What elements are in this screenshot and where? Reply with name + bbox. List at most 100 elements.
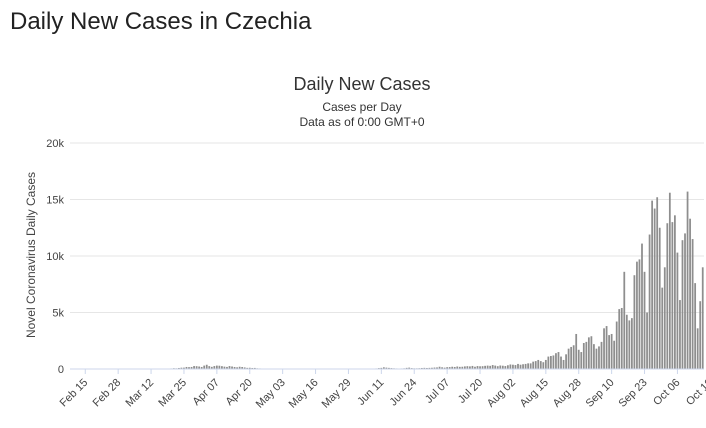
bar[interactable]	[689, 218, 691, 369]
bar[interactable]	[537, 359, 540, 369]
bar[interactable]	[651, 200, 654, 369]
bar[interactable]	[382, 367, 385, 369]
bar[interactable]	[185, 366, 188, 369]
bar[interactable]	[694, 283, 697, 369]
bar[interactable]	[524, 363, 527, 369]
bar[interactable]	[552, 355, 555, 369]
bar[interactable]	[496, 366, 499, 369]
bar[interactable]	[534, 361, 537, 369]
bar[interactable]	[580, 352, 583, 369]
bar[interactable]	[625, 314, 628, 369]
bar[interactable]	[466, 366, 469, 369]
bar[interactable]	[241, 367, 244, 369]
bar[interactable]	[699, 301, 702, 369]
bar[interactable]	[178, 367, 180, 369]
bar[interactable]	[555, 353, 557, 369]
bar[interactable]	[479, 366, 481, 369]
bar[interactable]	[517, 363, 519, 369]
bar[interactable]	[701, 267, 704, 369]
bar[interactable]	[458, 366, 461, 369]
bar[interactable]	[653, 208, 656, 369]
bar[interactable]	[661, 287, 664, 369]
bar[interactable]	[183, 367, 185, 369]
bar[interactable]	[577, 349, 580, 369]
bar[interactable]	[380, 367, 383, 369]
bar[interactable]	[648, 234, 651, 369]
bar[interactable]	[562, 359, 565, 369]
bar[interactable]	[200, 366, 203, 369]
bar[interactable]	[223, 366, 226, 369]
bar[interactable]	[474, 366, 476, 369]
bar[interactable]	[180, 367, 183, 369]
bar[interactable]	[691, 239, 694, 369]
bar[interactable]	[630, 318, 633, 369]
bar[interactable]	[590, 336, 593, 369]
bar[interactable]	[636, 261, 638, 369]
bar[interactable]	[598, 346, 600, 369]
bar[interactable]	[572, 345, 575, 369]
bar[interactable]	[426, 367, 428, 369]
bar[interactable]	[205, 364, 208, 369]
bar[interactable]	[557, 352, 560, 369]
bar[interactable]	[547, 356, 550, 369]
bar[interactable]	[489, 365, 492, 369]
bar[interactable]	[638, 259, 641, 369]
bar[interactable]	[448, 367, 451, 369]
bar[interactable]	[593, 344, 595, 369]
bar[interactable]	[620, 307, 623, 369]
bar[interactable]	[193, 366, 195, 369]
bar[interactable]	[253, 367, 256, 369]
bar[interactable]	[494, 365, 497, 369]
bar[interactable]	[565, 354, 567, 369]
bar[interactable]	[567, 348, 570, 369]
bar[interactable]	[238, 366, 241, 369]
bar[interactable]	[560, 356, 562, 369]
bar[interactable]	[663, 267, 666, 369]
bar[interactable]	[506, 365, 509, 369]
bar[interactable]	[509, 364, 512, 369]
bar[interactable]	[527, 363, 530, 369]
bar[interactable]	[423, 367, 426, 369]
bar[interactable]	[643, 271, 646, 369]
bar[interactable]	[243, 367, 246, 369]
bar[interactable]	[696, 328, 699, 369]
bar[interactable]	[633, 275, 636, 369]
bar[interactable]	[218, 365, 221, 369]
bar[interactable]	[385, 367, 388, 369]
bar[interactable]	[550, 356, 552, 369]
bar[interactable]	[408, 367, 411, 369]
bar[interactable]	[438, 366, 441, 369]
bar[interactable]	[469, 366, 471, 369]
bar[interactable]	[570, 346, 573, 369]
bar[interactable]	[512, 364, 514, 369]
bar[interactable]	[433, 367, 436, 369]
bar[interactable]	[646, 312, 648, 370]
bar[interactable]	[231, 366, 233, 369]
bar[interactable]	[532, 361, 535, 369]
bar[interactable]	[618, 309, 621, 369]
bar[interactable]	[684, 233, 686, 369]
bar[interactable]	[522, 364, 524, 369]
bar[interactable]	[431, 367, 433, 369]
bar[interactable]	[471, 365, 474, 369]
bar[interactable]	[608, 335, 610, 369]
bar[interactable]	[441, 367, 443, 369]
bar[interactable]	[674, 215, 676, 369]
bar[interactable]	[595, 348, 598, 369]
bar[interactable]	[676, 252, 679, 369]
bar[interactable]	[226, 366, 228, 369]
bar[interactable]	[213, 366, 216, 369]
bar[interactable]	[456, 366, 459, 369]
bar[interactable]	[188, 367, 190, 369]
bar[interactable]	[501, 365, 504, 369]
bar[interactable]	[228, 366, 231, 369]
bar[interactable]	[668, 192, 671, 369]
bar[interactable]	[195, 366, 198, 369]
bar[interactable]	[446, 367, 449, 369]
bar[interactable]	[686, 191, 689, 369]
bar[interactable]	[405, 367, 408, 369]
bar[interactable]	[656, 197, 659, 369]
bar[interactable]	[514, 365, 517, 369]
bar[interactable]	[658, 227, 661, 369]
bar[interactable]	[615, 321, 618, 369]
